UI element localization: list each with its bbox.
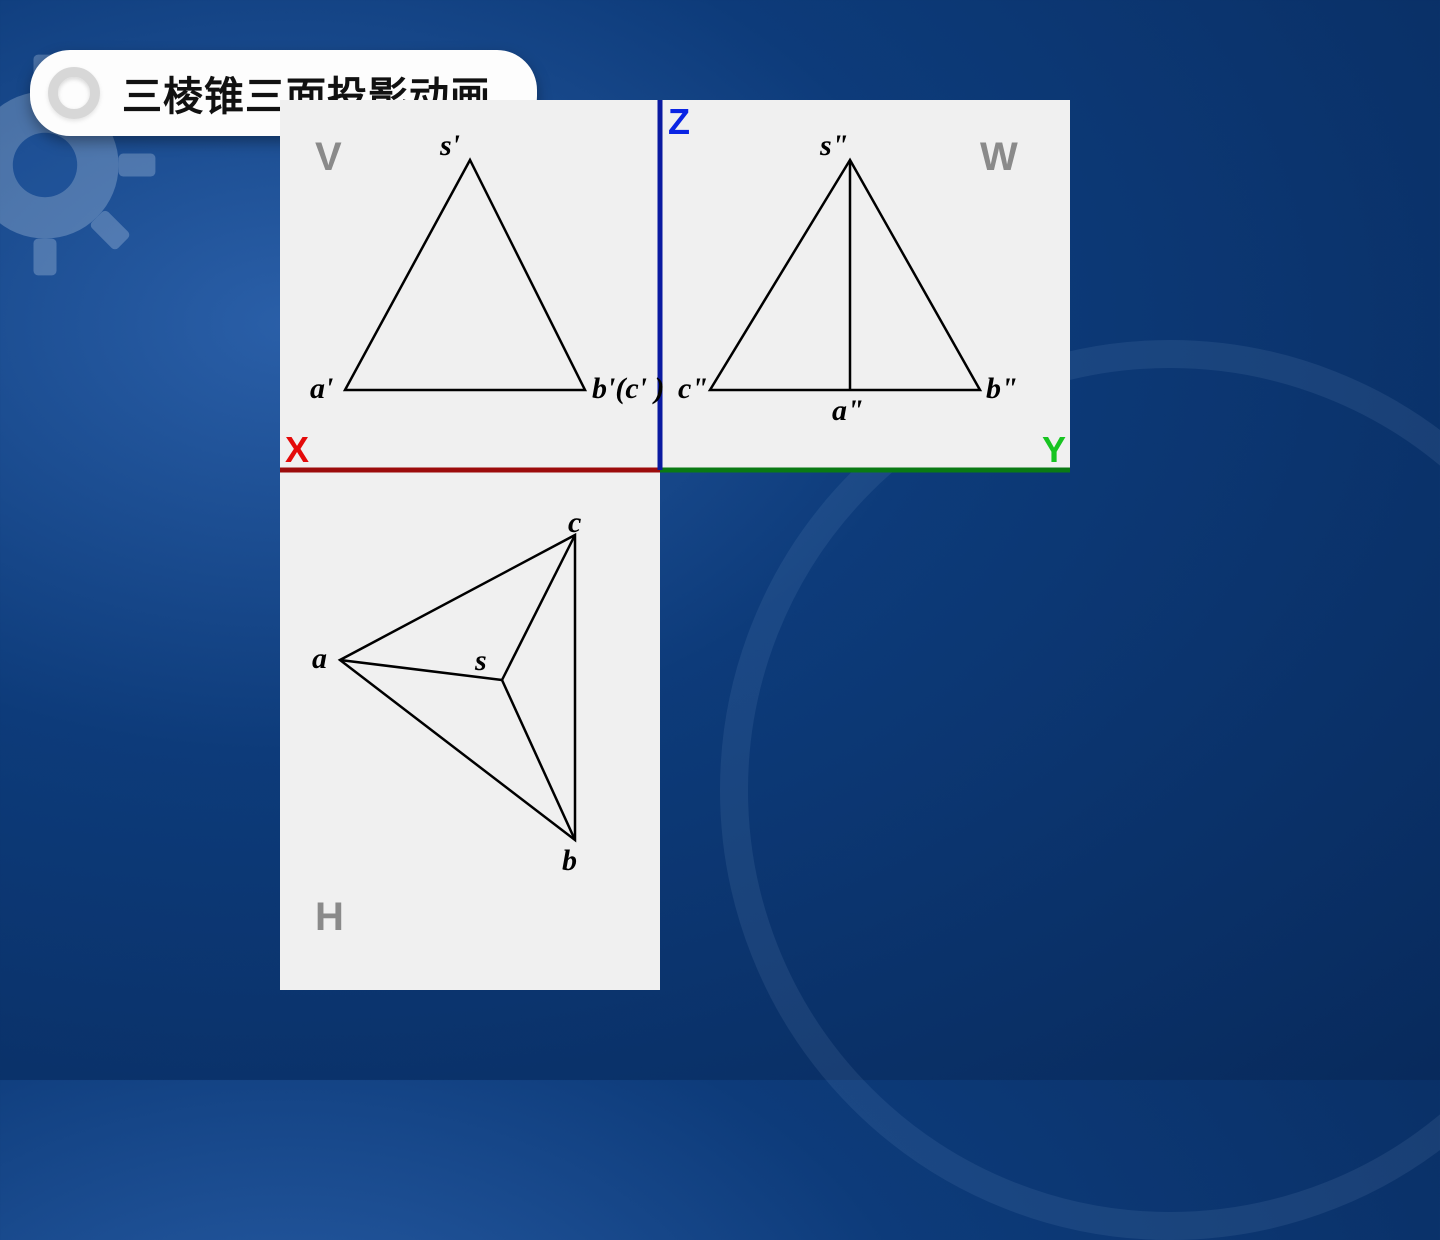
plane-label-w: W [980, 135, 1018, 179]
label-w-s: s" [819, 129, 848, 162]
plane-label-h: H [315, 895, 344, 939]
projection-diagram: s' a' b'(c' ) s" c" b" a" a b c s V W H … [280, 100, 1080, 1000]
label-h-s: s [474, 644, 487, 677]
axis-label-z: Z [668, 101, 690, 142]
axis-label-x: X [285, 429, 309, 470]
bullet-ring-icon [48, 67, 100, 119]
label-w-a: a" [832, 394, 864, 427]
label-v-a: a' [310, 372, 333, 405]
label-h-a: a [312, 642, 327, 675]
label-v-bc: b'(c' ) [592, 372, 664, 405]
label-w-c: c" [678, 372, 708, 405]
label-h-c: c [568, 506, 581, 539]
axis-label-y: Y [1042, 429, 1066, 470]
label-v-s: s' [439, 129, 460, 162]
label-w-b: b" [986, 372, 1018, 405]
label-h-b: b [562, 844, 577, 877]
plane-label-v: V [315, 135, 342, 179]
